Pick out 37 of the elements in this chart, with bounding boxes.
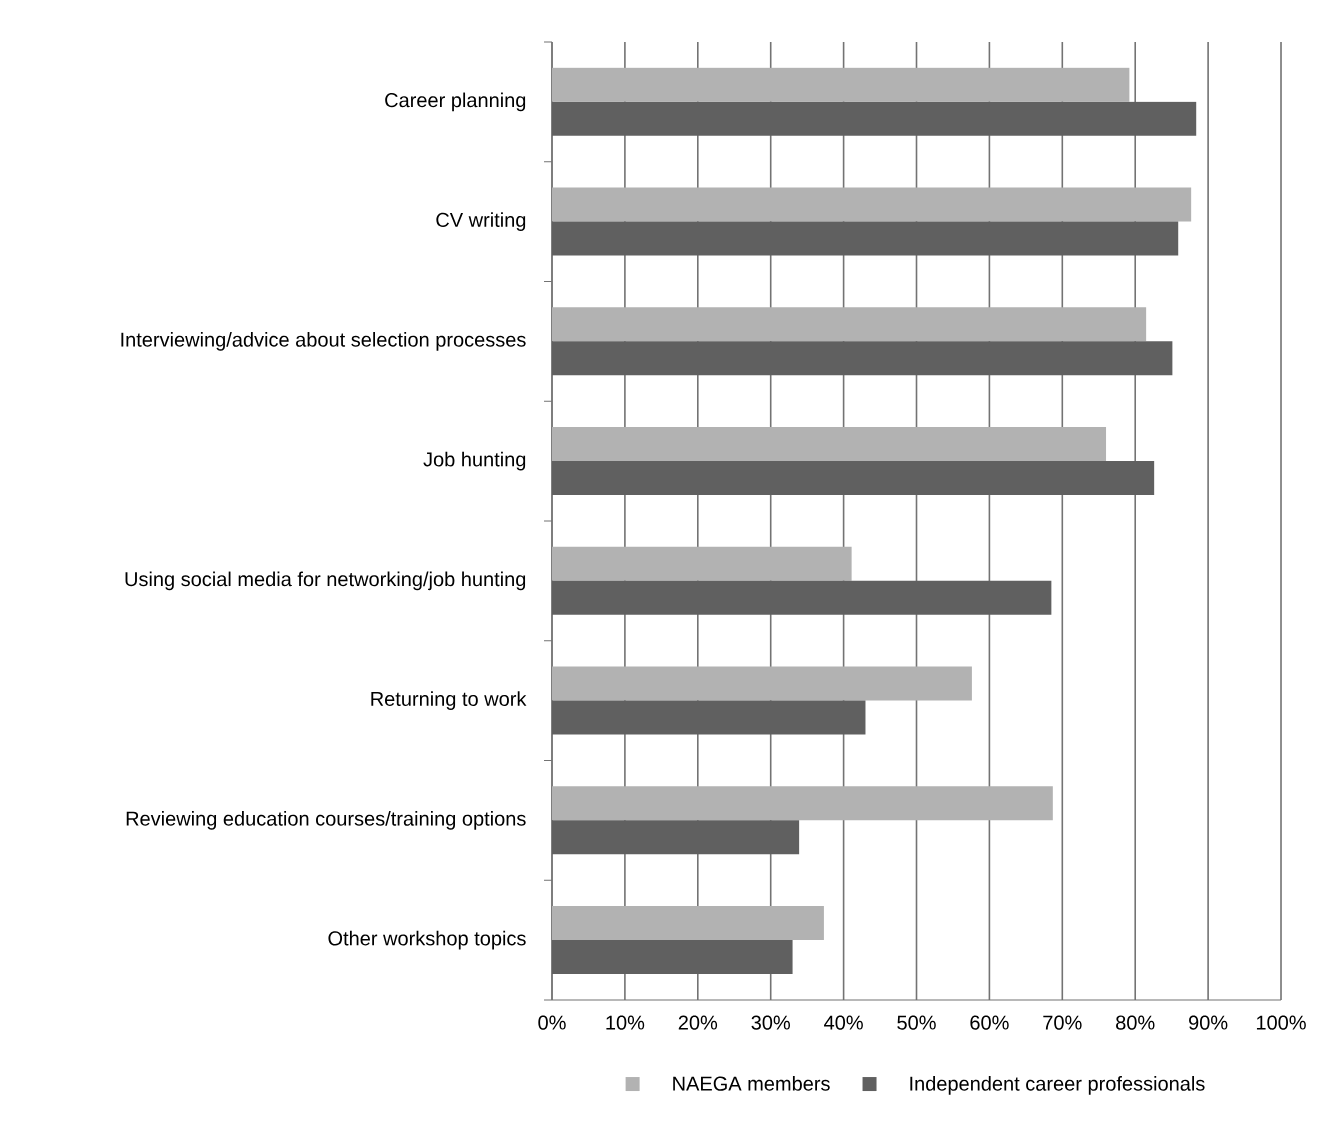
y-tick-label: Reviewing education courses/training options bbox=[126, 811, 526, 830]
bar bbox=[552, 461, 1155, 496]
bar bbox=[552, 307, 1147, 342]
bar bbox=[552, 940, 793, 975]
bar bbox=[552, 786, 1053, 821]
bar bbox=[552, 187, 1192, 222]
y-tick-label: Returning to work bbox=[371, 691, 527, 710]
x-tick-label: 40% bbox=[824, 1015, 863, 1030]
bar bbox=[552, 700, 866, 735]
x-tick-label: 20% bbox=[678, 1015, 718, 1030]
x-tick-label: 30% bbox=[751, 1015, 790, 1030]
bar bbox=[552, 666, 972, 701]
x-tick-label: 50% bbox=[897, 1015, 936, 1030]
legend-label: Independent career professionals bbox=[910, 1076, 1205, 1095]
bar bbox=[552, 906, 824, 941]
bar bbox=[552, 341, 1173, 376]
y-tick-label: Career planning bbox=[385, 92, 526, 112]
x-tick-label: 70% bbox=[1043, 1015, 1082, 1030]
bar bbox=[552, 546, 852, 581]
x-tick-label: 80% bbox=[1116, 1015, 1155, 1030]
y-tick-label: Using social media for networking/job hunting bbox=[125, 571, 526, 591]
x-tick-label: 60% bbox=[970, 1015, 1009, 1030]
x-tick-label: 0% bbox=[538, 1015, 566, 1030]
x-tick-label: 100% bbox=[1256, 1015, 1306, 1030]
bar bbox=[552, 67, 1130, 102]
x-tick-label: 90% bbox=[1189, 1015, 1228, 1030]
bar bbox=[552, 101, 1197, 136]
y-tick-label: Other workshop topics bbox=[328, 930, 526, 950]
bar bbox=[552, 580, 1052, 615]
y-tick-label: Interviewing/advice about selection processes bbox=[121, 332, 526, 351]
bar bbox=[552, 427, 1107, 462]
legend-label: NAEGA members bbox=[673, 1076, 830, 1091]
bar bbox=[552, 820, 800, 855]
x-tick-label: 10% bbox=[606, 1015, 645, 1030]
y-tick-label: Job hunting bbox=[423, 451, 526, 471]
y-tick-label: CV writing bbox=[436, 212, 526, 231]
bar bbox=[552, 221, 1179, 256]
